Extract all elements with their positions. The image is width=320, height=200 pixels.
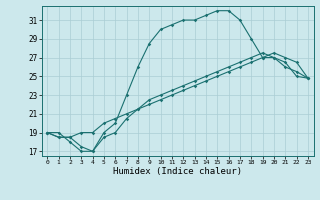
X-axis label: Humidex (Indice chaleur): Humidex (Indice chaleur): [113, 167, 242, 176]
